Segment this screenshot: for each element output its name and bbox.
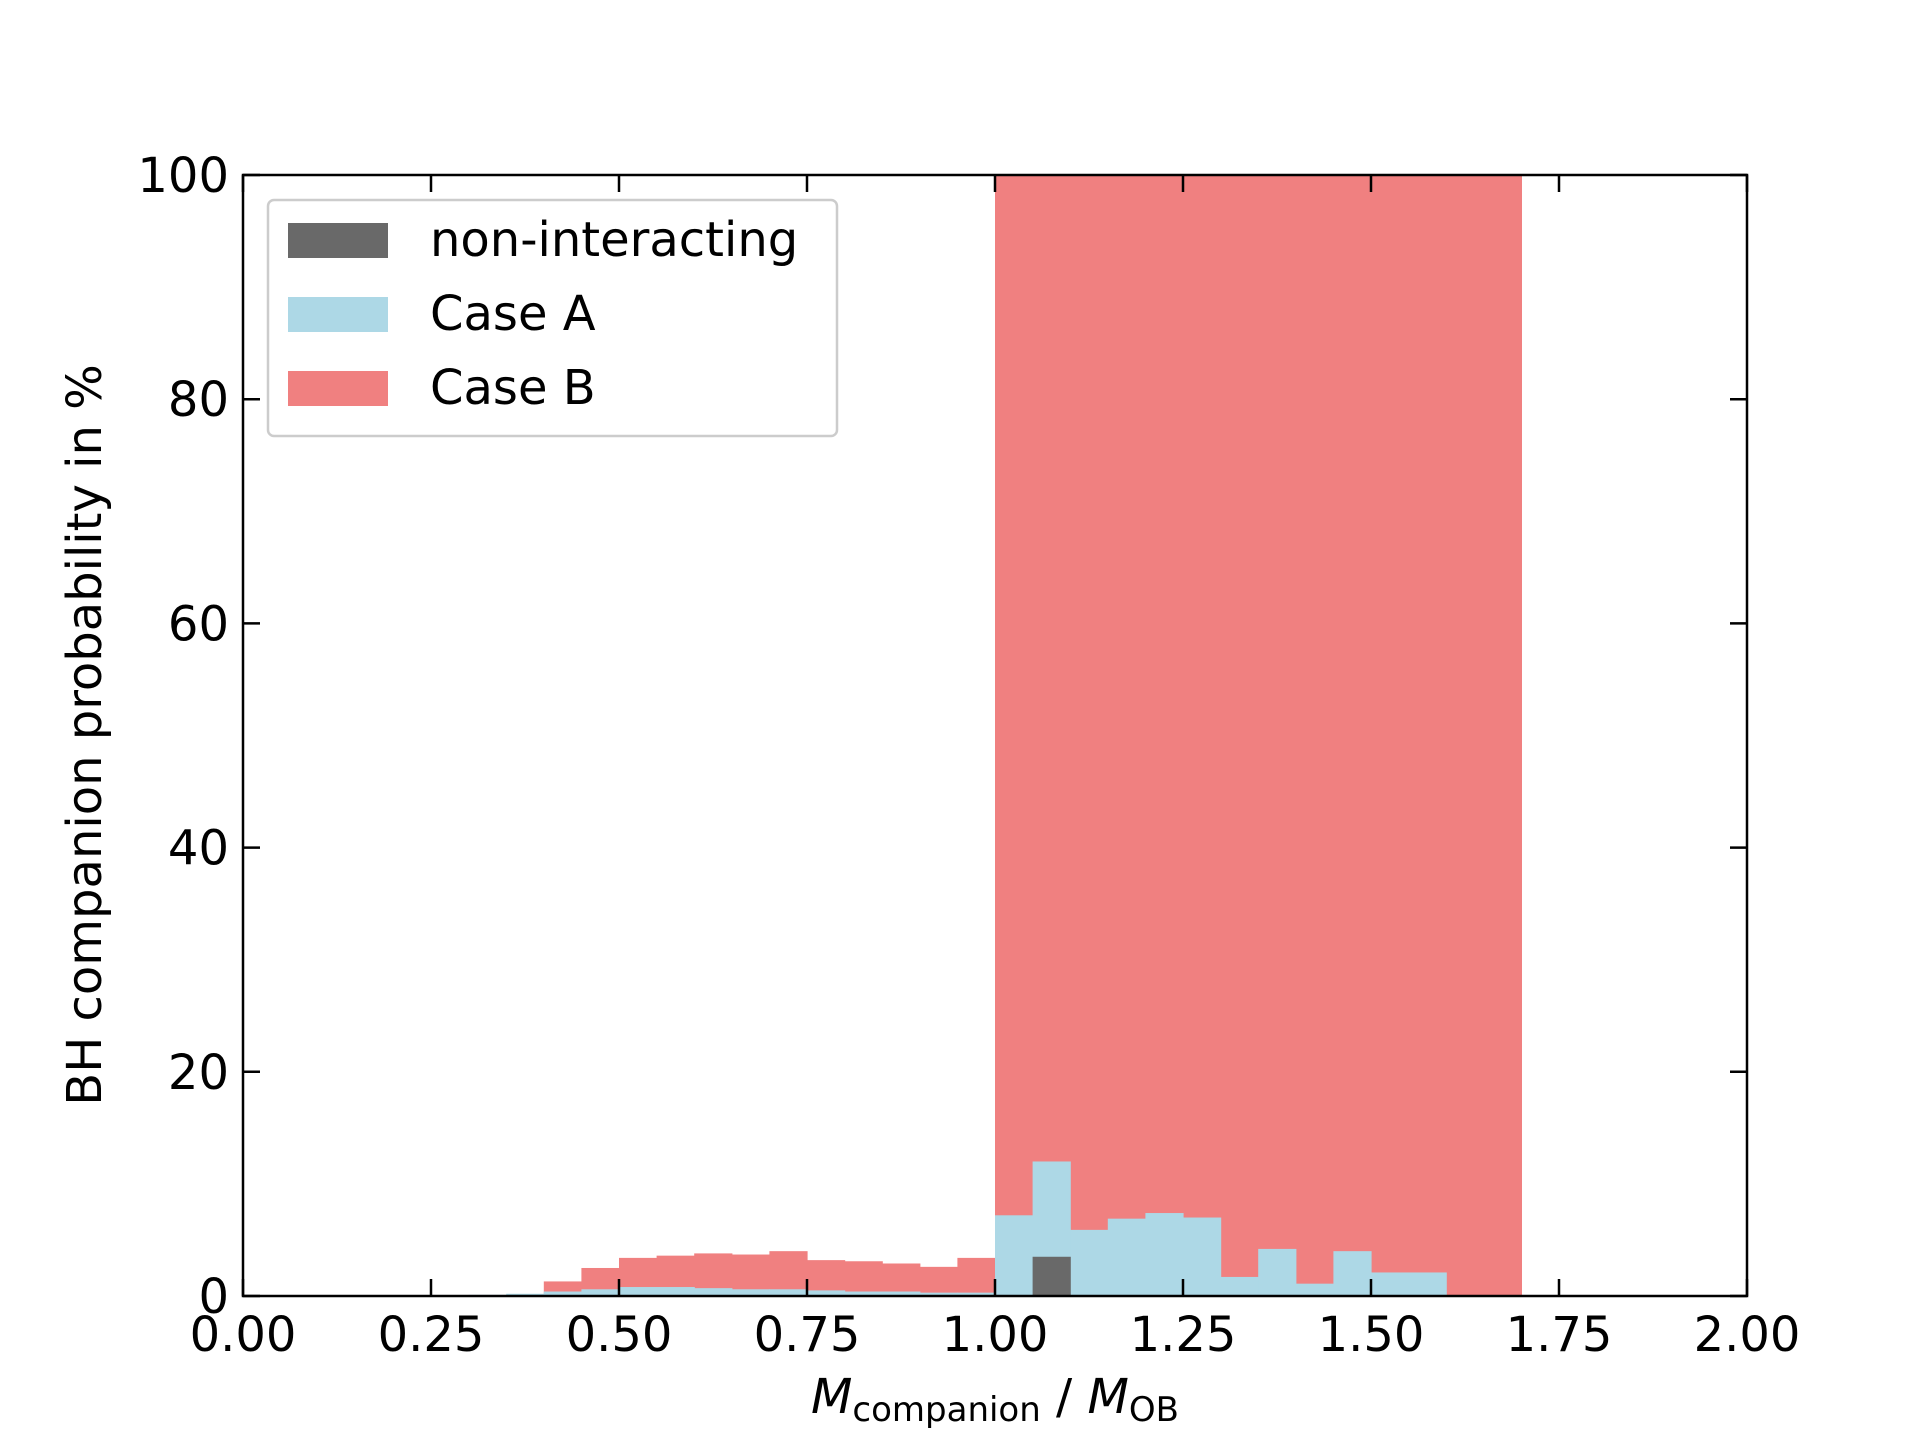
- bar-case-b-22: [1070, 175, 1109, 1296]
- x-tick-label-1.00: 1.00: [942, 1307, 1049, 1363]
- legend-box: [266, 198, 839, 438]
- bar-case-a-19: [957, 1292, 996, 1296]
- bar-case-b-19: [957, 1257, 996, 1296]
- bar-case-b-20: [995, 175, 1034, 1296]
- bar-case-b-24: [1145, 175, 1184, 1296]
- x-axis-label-sub-1: companion: [852, 1390, 1040, 1430]
- legend-swatch-case-b: [288, 371, 388, 406]
- bar-case-b-32: [1446, 175, 1485, 1296]
- x-tick-label-1.50: 1.50: [1318, 1307, 1425, 1363]
- bar-case-b-16: [844, 1261, 883, 1296]
- bar-case-b-14: [769, 1251, 808, 1296]
- bar-case-b-30: [1371, 175, 1410, 1296]
- x-axis-label: Mcompanion / MOB: [811, 1369, 1179, 1430]
- x-tick-label-0.50: 0.50: [566, 1307, 673, 1363]
- bar-case-a-27: [1258, 1248, 1297, 1296]
- bar-case-a-11: [656, 1287, 695, 1296]
- bar-case-b-23: [1107, 175, 1146, 1296]
- bar-case-a-23: [1107, 1218, 1146, 1296]
- axis-ticks: 0.00 0.25 0.50 0.75 1.00 1.25 1.50 1.75 2.00 0 20 4…: [137, 148, 1800, 1363]
- bar-case-a-28: [1295, 1283, 1334, 1296]
- y-tick-label-20: 20: [168, 1045, 229, 1101]
- bar-case-a-13: [731, 1289, 770, 1296]
- x-tick-label-0.25: 0.25: [378, 1307, 485, 1363]
- legend: non-interacting Case A Case B: [266, 198, 839, 438]
- bar-case-a-30: [1371, 1272, 1410, 1296]
- histogram-bars: [468, 175, 1522, 1296]
- y-tick-label-60: 60: [168, 596, 229, 652]
- x-tick-label-0.00: 0.00: [190, 1307, 297, 1363]
- bar-case-a-29: [1333, 1251, 1372, 1296]
- bar-case-b-21: [1032, 175, 1071, 1296]
- bar-case-a-17: [882, 1291, 921, 1296]
- bar-case-a-12: [694, 1288, 733, 1296]
- bar-case-a-18: [919, 1292, 958, 1296]
- bar-case-b-15: [807, 1260, 846, 1296]
- x-axis-label-main-1: M: [811, 1369, 852, 1425]
- bar-case-b-27: [1258, 175, 1297, 1296]
- y-tick-label-40: 40: [168, 821, 229, 877]
- y-tick-label-100: 100: [137, 148, 229, 204]
- bar-case-a-8: [543, 1291, 582, 1296]
- legend-label-case-a: Case A: [430, 286, 596, 342]
- x-tick-label-0.75: 0.75: [754, 1307, 861, 1363]
- bar-case-a-22: [1070, 1229, 1109, 1296]
- y-tick-label-0: 0: [198, 1269, 229, 1325]
- bar-case-a-10: [619, 1287, 658, 1296]
- bar-case-a-14: [769, 1289, 808, 1296]
- bar-case-a-24: [1145, 1213, 1184, 1296]
- x-tick-label-1.25: 1.25: [1130, 1307, 1237, 1363]
- x-axis-label-sub-2: OB: [1129, 1390, 1179, 1430]
- legend-swatch-non-interacting: [288, 223, 388, 258]
- x-axis-label-main-2: M: [1087, 1369, 1128, 1425]
- bar-case-a-9: [581, 1289, 620, 1296]
- bar-case-a-20: [995, 1215, 1034, 1296]
- legend-swatch-case-a: [288, 297, 388, 332]
- legend-label-case-b: Case B: [430, 360, 596, 416]
- bar-case-a-15: [807, 1290, 846, 1296]
- bar-case-a-16: [844, 1291, 883, 1296]
- bar-case-b-13: [731, 1254, 770, 1296]
- bar-case-b-33: [1483, 175, 1522, 1296]
- y-tick-label-80: 80: [168, 372, 229, 428]
- x-tick-label-1.75: 1.75: [1506, 1307, 1613, 1363]
- bar-case-a-31: [1408, 1272, 1447, 1296]
- y-axis-label: BH companion probability in %: [57, 364, 113, 1105]
- bar-case-b-25: [1183, 175, 1222, 1296]
- bar-case-b-28: [1295, 175, 1334, 1296]
- bar-case-b-31: [1408, 175, 1447, 1296]
- bar-case-b-26: [1220, 175, 1259, 1296]
- bar-case-b-17: [882, 1263, 921, 1296]
- x-tick-label-2.00: 2.00: [1694, 1307, 1801, 1363]
- bar-non-interacting-21: [1032, 1256, 1071, 1296]
- bar-case-b-18: [919, 1266, 958, 1296]
- x-axis-label-separator: /: [1041, 1369, 1088, 1425]
- bar-case-b-29: [1333, 175, 1372, 1296]
- bar-case-a-25: [1183, 1217, 1222, 1296]
- legend-label-non-interacting: non-interacting: [430, 212, 798, 268]
- bar-case-a-26: [1220, 1276, 1259, 1296]
